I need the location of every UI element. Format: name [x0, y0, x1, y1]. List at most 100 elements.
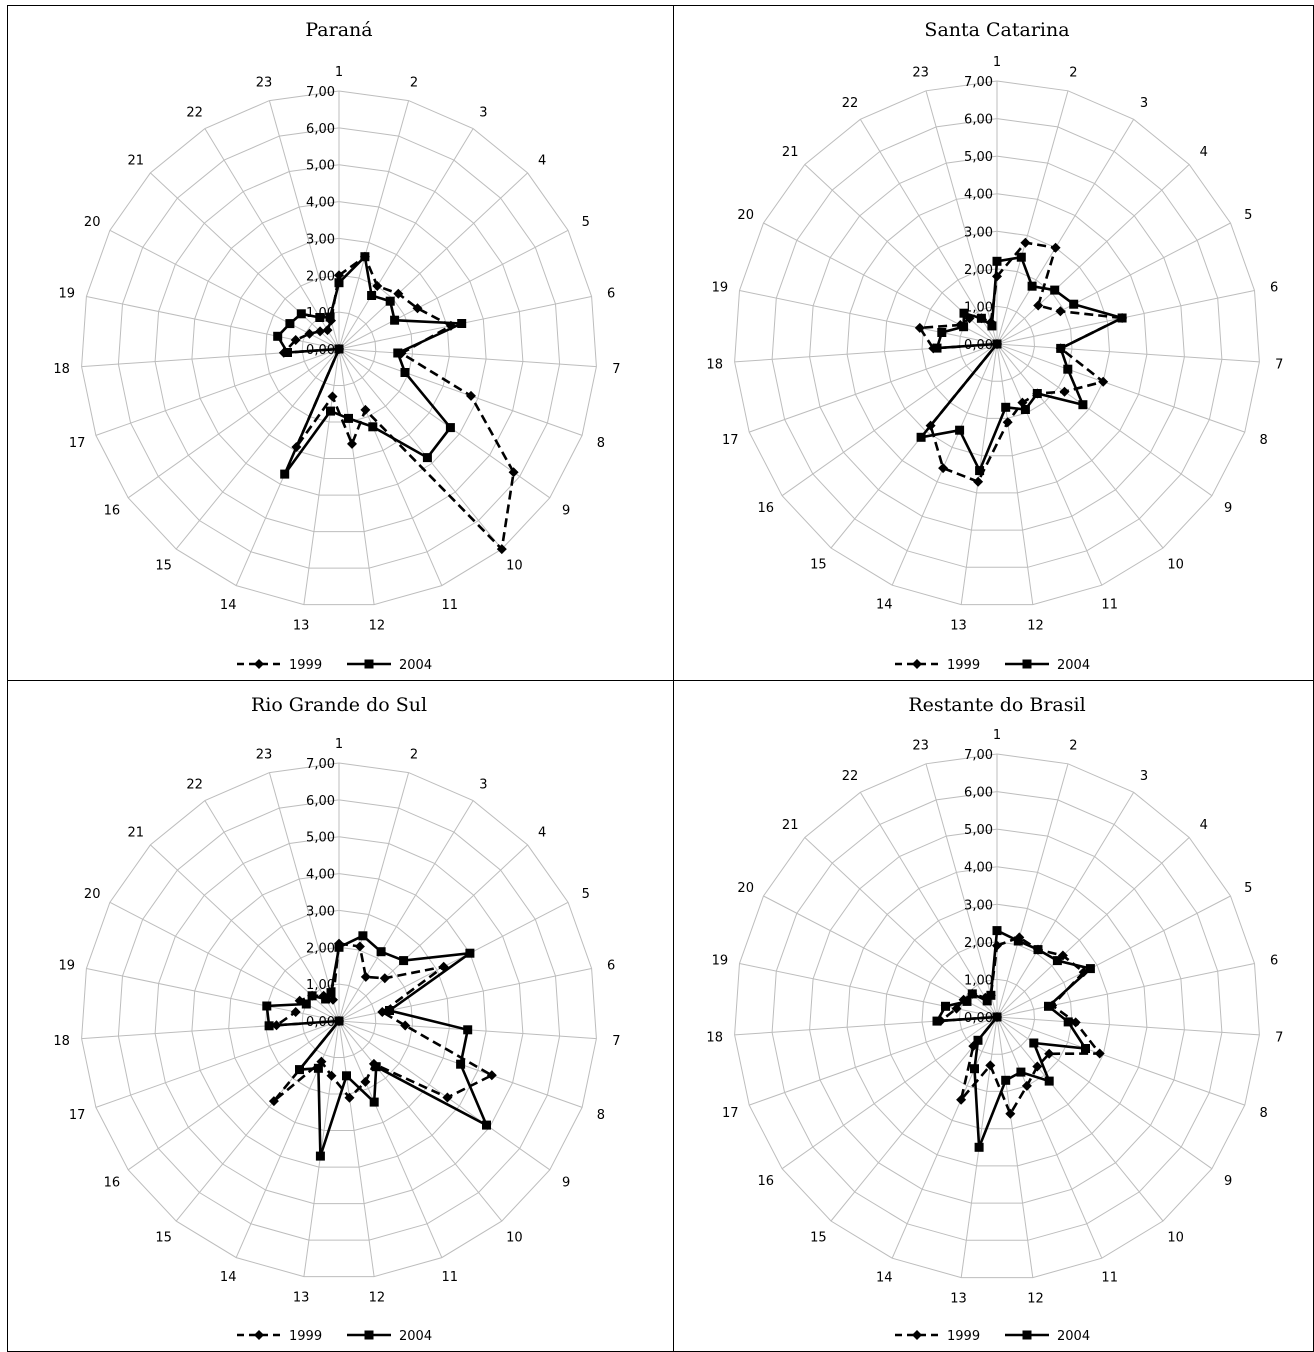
point-2004-4: [1050, 285, 1060, 295]
category-label-4: 4: [538, 825, 546, 840]
spoke-23: [268, 100, 340, 350]
point-2004-12: [1001, 1075, 1011, 1085]
point-2004-20: [959, 322, 969, 332]
tick-label-5: 5,00: [306, 159, 335, 174]
category-label-12: 12: [1027, 1291, 1044, 1306]
category-label-6: 6: [607, 958, 615, 973]
point-1999-8: [466, 390, 476, 401]
tick-label-5: 5,00: [306, 831, 335, 846]
point-1999-14: [938, 463, 949, 474]
point-1999-11: [1017, 397, 1028, 408]
tick-label-6: 6,00: [306, 794, 335, 809]
legend-item-1999: 1999: [895, 658, 980, 673]
point-2004-6: [385, 1006, 394, 1015]
spoke-10: [996, 1016, 1164, 1222]
grid-ring-6: [771, 791, 1223, 1241]
tick-label-6: 6,00: [306, 122, 335, 137]
spoke-19: [739, 290, 998, 345]
grid-ring-2: [264, 946, 414, 1095]
category-label-14: 14: [876, 598, 893, 613]
radar-grid: [734, 80, 1260, 606]
point-1999-13: [327, 391, 338, 402]
tick-label-2: 2,00: [964, 936, 993, 951]
legend-label-1999: 1999: [289, 658, 322, 673]
point-2004-13: [315, 1151, 325, 1161]
category-label-20: 20: [737, 208, 754, 223]
spoke-10: [338, 1020, 503, 1222]
category-label-5: 5: [582, 215, 590, 230]
category-label-22: 22: [842, 96, 859, 111]
point-2004-19: [262, 1001, 272, 1011]
tick-label-7: 7,00: [964, 75, 993, 90]
point-2004-22: [315, 313, 325, 322]
point-2004-1: [992, 926, 1002, 936]
spoke-5: [996, 895, 1231, 1018]
chart-panel-restante-do-brasil: Restante do Brasil 1 2 3 4 5 6 7 8 9 10 11 12 13 14 15 1…: [673, 680, 1314, 1352]
point-2004-5: [1085, 964, 1095, 974]
tick-label-1: 1,00: [964, 973, 993, 988]
category-label-19: 19: [712, 280, 729, 295]
point-1999-2: [1020, 237, 1031, 248]
spoke-8: [996, 1016, 1245, 1106]
spoke-4: [338, 172, 528, 350]
category-label-3: 3: [479, 106, 487, 121]
legend-item-2004: 2004: [347, 658, 432, 673]
point-1999-3: [1050, 242, 1061, 253]
tick-label-7: 7,00: [306, 85, 335, 100]
category-label-16: 16: [104, 503, 121, 518]
point-1999-4: [379, 973, 390, 984]
category-label-4: 4: [1200, 145, 1208, 160]
category-label-5: 5: [1244, 208, 1252, 223]
point-2004-12: [344, 413, 353, 423]
grid-ring-5: [154, 164, 524, 533]
point-2004-17: [992, 1012, 1002, 1022]
spoke-16: [781, 343, 998, 497]
grid-ring-6: [117, 799, 561, 1241]
series-2004: [932, 926, 1095, 1152]
category-label-6: 6: [1270, 280, 1278, 295]
point-2004-22: [976, 313, 986, 323]
grid-ring-5: [154, 836, 524, 1205]
spoke-22: [204, 800, 340, 1022]
point-2004-15: [973, 1035, 983, 1045]
point-1999-11: [1021, 1080, 1032, 1091]
chart-title: Restante do Brasil: [908, 694, 1085, 716]
category-label-18: 18: [706, 357, 723, 372]
spoke-3: [996, 792, 1135, 1018]
point-1999-10: [1032, 1061, 1043, 1072]
category-label-22: 22: [186, 778, 203, 793]
point-2004-10: [371, 1062, 381, 1072]
spoke-14: [891, 1016, 998, 1259]
point-2004-18: [932, 343, 942, 353]
point-2004-14: [313, 1063, 323, 1073]
spoke-2: [338, 100, 410, 350]
spoke-5: [996, 222, 1231, 345]
point-2004-10: [422, 453, 432, 463]
category-label-16: 16: [104, 1175, 121, 1190]
point-1999-1: [334, 270, 344, 281]
point-1999-13: [973, 476, 984, 487]
category-label-21: 21: [782, 145, 799, 160]
point-2004-2: [360, 252, 370, 262]
point-2004-21: [307, 991, 317, 1001]
category-label-16: 16: [758, 501, 775, 516]
point-2004-8: [400, 368, 410, 377]
point-2004-1: [334, 942, 344, 952]
spoke-12: [338, 348, 375, 605]
point-2004-10: [1044, 1076, 1054, 1086]
spoke-21: [150, 844, 340, 1022]
category-label-3: 3: [1140, 769, 1148, 784]
legend-label-2004: 2004: [1057, 1329, 1090, 1344]
tick-label-3: 3,00: [306, 232, 335, 247]
category-label-3: 3: [479, 778, 487, 793]
legend-label-1999: 1999: [947, 1329, 980, 1344]
legend-marker-1999: [912, 1330, 922, 1340]
category-label-7: 7: [612, 1034, 620, 1049]
legend-label-2004: 2004: [399, 1329, 432, 1344]
point-2004-2: [1016, 252, 1026, 262]
point-1999-12: [344, 1092, 355, 1103]
category-label-19: 19: [59, 286, 76, 301]
category-label-18: 18: [706, 1030, 723, 1045]
category-label-17: 17: [69, 436, 86, 451]
tick-label-7: 7,00: [964, 748, 993, 763]
